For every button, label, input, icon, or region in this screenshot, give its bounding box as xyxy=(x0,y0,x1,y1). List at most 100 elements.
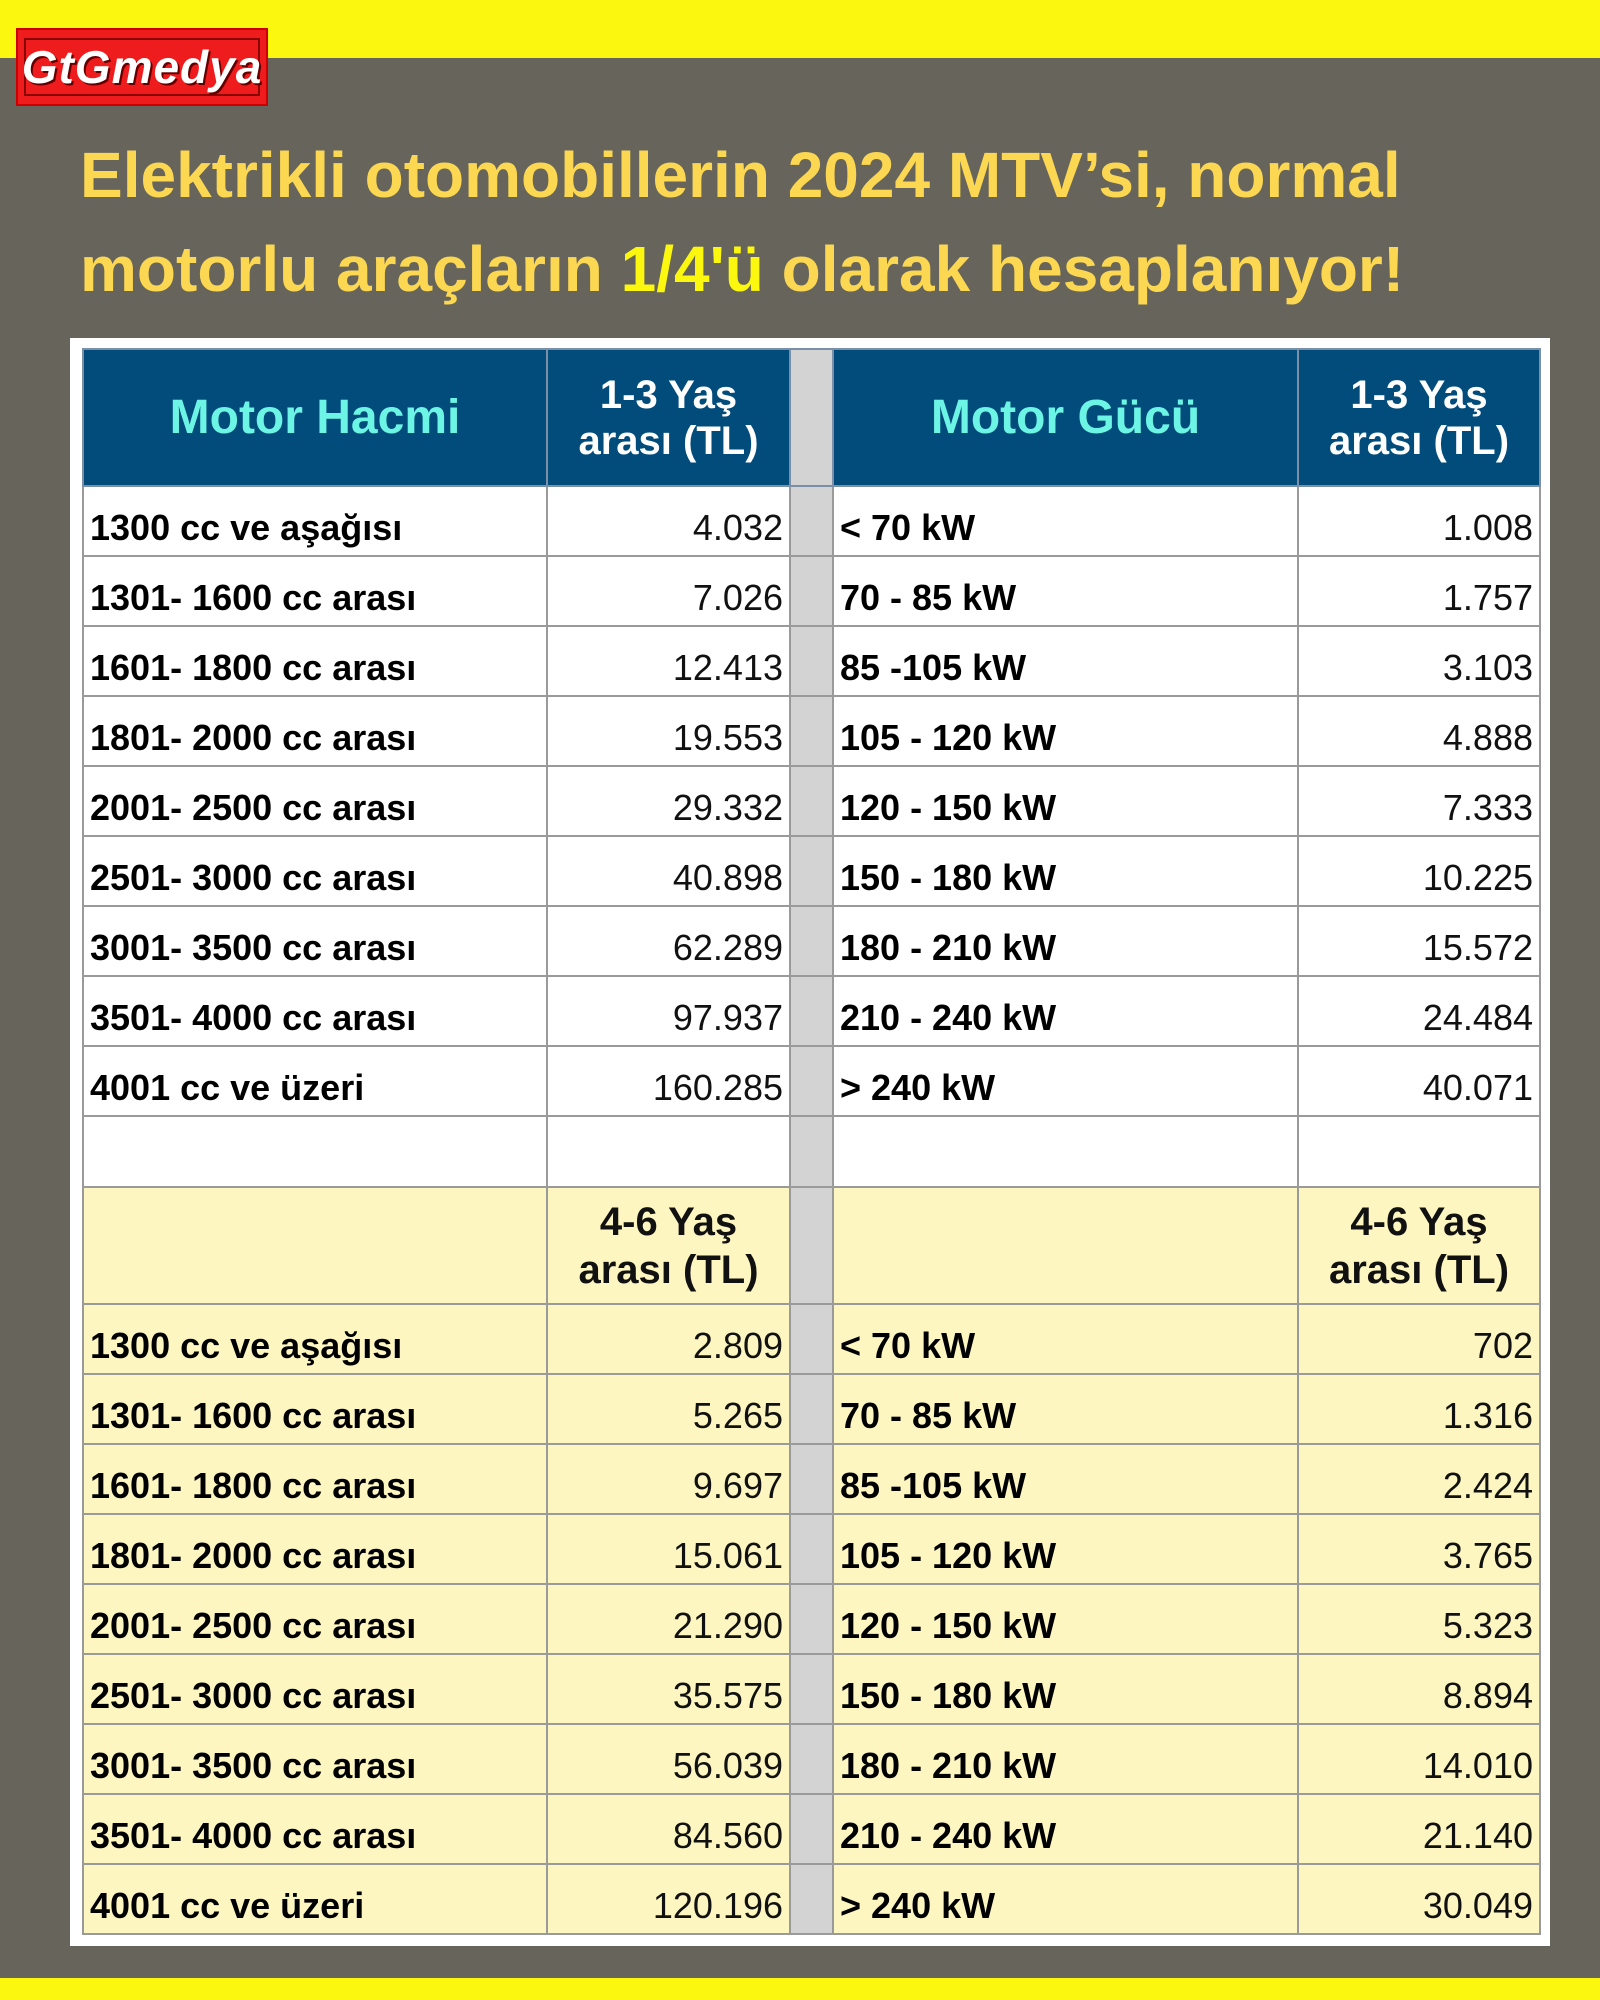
label-cell: Motor Gücü xyxy=(832,348,1299,487)
mtv-table: Motor Hacmi 1-3 Yaş arası (TL) Motor Gücü 1-… xyxy=(82,348,1541,1935)
value-cell: 40.898 xyxy=(546,835,791,907)
value-cell: 10.225 xyxy=(1297,835,1541,907)
logo-text: GtGmedya xyxy=(22,38,261,96)
value-cell: 15.572 xyxy=(1297,905,1541,977)
label-cell: 2001- 2500 cc arası xyxy=(82,1583,548,1655)
divider-column xyxy=(789,625,834,697)
divider-column xyxy=(789,1115,834,1188)
divider-column xyxy=(789,765,834,837)
divider-column xyxy=(789,1653,834,1725)
divider-column xyxy=(789,1373,834,1445)
label-cell: 1301- 1600 cc arası xyxy=(82,1373,548,1445)
value-cell: 1.008 xyxy=(1297,485,1541,557)
label-cell: 1801- 2000 cc arası xyxy=(82,695,548,767)
value-cell xyxy=(546,1115,791,1188)
table-row: 1801- 2000 cc arası 19.553 105 - 120 kW 4.8… xyxy=(82,695,1541,767)
spacer-row xyxy=(82,1115,1541,1188)
label-cell: 1300 cc ve aşağısı xyxy=(82,1303,548,1375)
divider-column xyxy=(789,1303,834,1375)
table-row: 2501- 3000 cc arası 40.898 150 - 180 kW 10.… xyxy=(82,835,1541,907)
value-cell: 160.285 xyxy=(546,1045,791,1117)
label-cell: 150 - 180 kW xyxy=(832,1653,1299,1725)
table-row: 4001 cc ve üzeri 160.285 > 240 kW 40.071 xyxy=(82,1045,1541,1117)
table-row: 3501- 4000 cc arası 97.937 210 - 240 kW 24.… xyxy=(82,975,1541,1047)
label-cell: 85 -105 kW xyxy=(832,625,1299,697)
table-row: 3501- 4000 cc arası 84.560 210 - 240 kW 21.… xyxy=(82,1793,1541,1865)
value-cell: 9.697 xyxy=(546,1443,791,1515)
value-cell: 15.061 xyxy=(546,1513,791,1585)
divider-column xyxy=(789,835,834,907)
label-cell: 1301- 1600 cc arası xyxy=(82,555,548,627)
gtg-medya-logo: GtGmedya xyxy=(16,28,268,106)
label-cell: 2001- 2500 cc arası xyxy=(82,765,548,837)
divider-column xyxy=(789,1045,834,1117)
value-cell: 84.560 xyxy=(546,1793,791,1865)
value-cell: 21.140 xyxy=(1297,1793,1541,1865)
headline-part2: olarak hesaplanıyor! xyxy=(763,233,1405,305)
value-cell: 5.265 xyxy=(546,1373,791,1445)
headline-part1: Elektrikli otomobillerin 2024 MTV’si, no… xyxy=(80,139,1401,305)
table-row: 2001- 2500 cc arası 29.332 120 - 150 kW 7.3… xyxy=(82,765,1541,837)
value-cell: 35.575 xyxy=(546,1653,791,1725)
divider-column xyxy=(789,1443,834,1515)
value-cell: 2.809 xyxy=(546,1303,791,1375)
table-row: 1601- 1800 cc arası 12.413 85 -105 kW 3.103 xyxy=(82,625,1541,697)
table-row: 1300 cc ve aşağısı 2.809 < 70 kW 702 xyxy=(82,1303,1541,1375)
divider-column xyxy=(789,695,834,767)
label-cell: 180 - 210 kW xyxy=(832,1723,1299,1795)
label-cell xyxy=(832,1115,1299,1188)
divider-column xyxy=(789,348,834,487)
tax-table-frame: Motor Hacmi 1-3 Yaş arası (TL) Motor Gücü 1-… xyxy=(70,338,1550,1946)
label-cell: 120 - 150 kW xyxy=(832,1583,1299,1655)
label-cell xyxy=(82,1186,548,1305)
value-cell: 1.316 xyxy=(1297,1373,1541,1445)
headline: Elektrikli otomobillerin 2024 MTV’si, no… xyxy=(80,128,1540,316)
label-cell: 3501- 4000 cc arası xyxy=(82,975,548,1047)
value-cell: 30.049 xyxy=(1297,1863,1541,1935)
header-row: 4-6 Yaş arası (TL) 4-6 Yaş arası (TL) xyxy=(82,1186,1541,1305)
value-cell: 12.413 xyxy=(546,625,791,697)
divider-column xyxy=(789,1186,834,1305)
headline-highlight: 1/4'ü xyxy=(620,233,764,305)
label-cell: < 70 kW xyxy=(832,485,1299,557)
value-cell: 120.196 xyxy=(546,1863,791,1935)
label-cell: 70 - 85 kW xyxy=(832,1373,1299,1445)
value-cell: 29.332 xyxy=(546,765,791,837)
divider-column xyxy=(789,975,834,1047)
value-cell: 1.757 xyxy=(1297,555,1541,627)
label-cell: 85 -105 kW xyxy=(832,1443,1299,1515)
label-cell: 105 - 120 kW xyxy=(832,1513,1299,1585)
label-cell: 1801- 2000 cc arası xyxy=(82,1513,548,1585)
label-cell: 3001- 3500 cc arası xyxy=(82,905,548,977)
label-cell: 120 - 150 kW xyxy=(832,765,1299,837)
label-cell: Motor Hacmi xyxy=(82,348,548,487)
value-cell: 7.026 xyxy=(546,555,791,627)
label-cell: 210 - 240 kW xyxy=(832,975,1299,1047)
value-cell: 4-6 Yaş arası (TL) xyxy=(1297,1186,1541,1305)
label-cell xyxy=(832,1186,1299,1305)
value-cell: 7.333 xyxy=(1297,765,1541,837)
label-cell: 150 - 180 kW xyxy=(832,835,1299,907)
value-cell: 62.289 xyxy=(546,905,791,977)
value-cell xyxy=(1297,1115,1541,1188)
divider-column xyxy=(789,1513,834,1585)
table-row: 2001- 2500 cc arası 21.290 120 - 150 kW 5.3… xyxy=(82,1583,1541,1655)
label-cell: 180 - 210 kW xyxy=(832,905,1299,977)
table-row: 1601- 1800 cc arası 9.697 85 -105 kW 2.424 xyxy=(82,1443,1541,1515)
table-row: 4001 cc ve üzeri 120.196 > 240 kW 30.049 xyxy=(82,1863,1541,1935)
value-cell: 4.032 xyxy=(546,485,791,557)
label-cell: 4001 cc ve üzeri xyxy=(82,1045,548,1117)
label-cell xyxy=(82,1115,548,1188)
value-cell: 1-3 Yaş arası (TL) xyxy=(546,348,791,487)
divider-column xyxy=(789,1723,834,1795)
table-row: 2501- 3000 cc arası 35.575 150 - 180 kW 8.8… xyxy=(82,1653,1541,1725)
label-cell: < 70 kW xyxy=(832,1303,1299,1375)
value-cell: 2.424 xyxy=(1297,1443,1541,1515)
label-cell: 1601- 1800 cc arası xyxy=(82,625,548,697)
value-cell: 40.071 xyxy=(1297,1045,1541,1117)
table-row: 1301- 1600 cc arası 7.026 70 - 85 kW 1.757 xyxy=(82,555,1541,627)
bottom-yellow-bar xyxy=(0,1978,1600,2000)
label-cell: 1300 cc ve aşağısı xyxy=(82,485,548,557)
table-row: 1301- 1600 cc arası 5.265 70 - 85 kW 1.316 xyxy=(82,1373,1541,1445)
value-cell: 56.039 xyxy=(546,1723,791,1795)
